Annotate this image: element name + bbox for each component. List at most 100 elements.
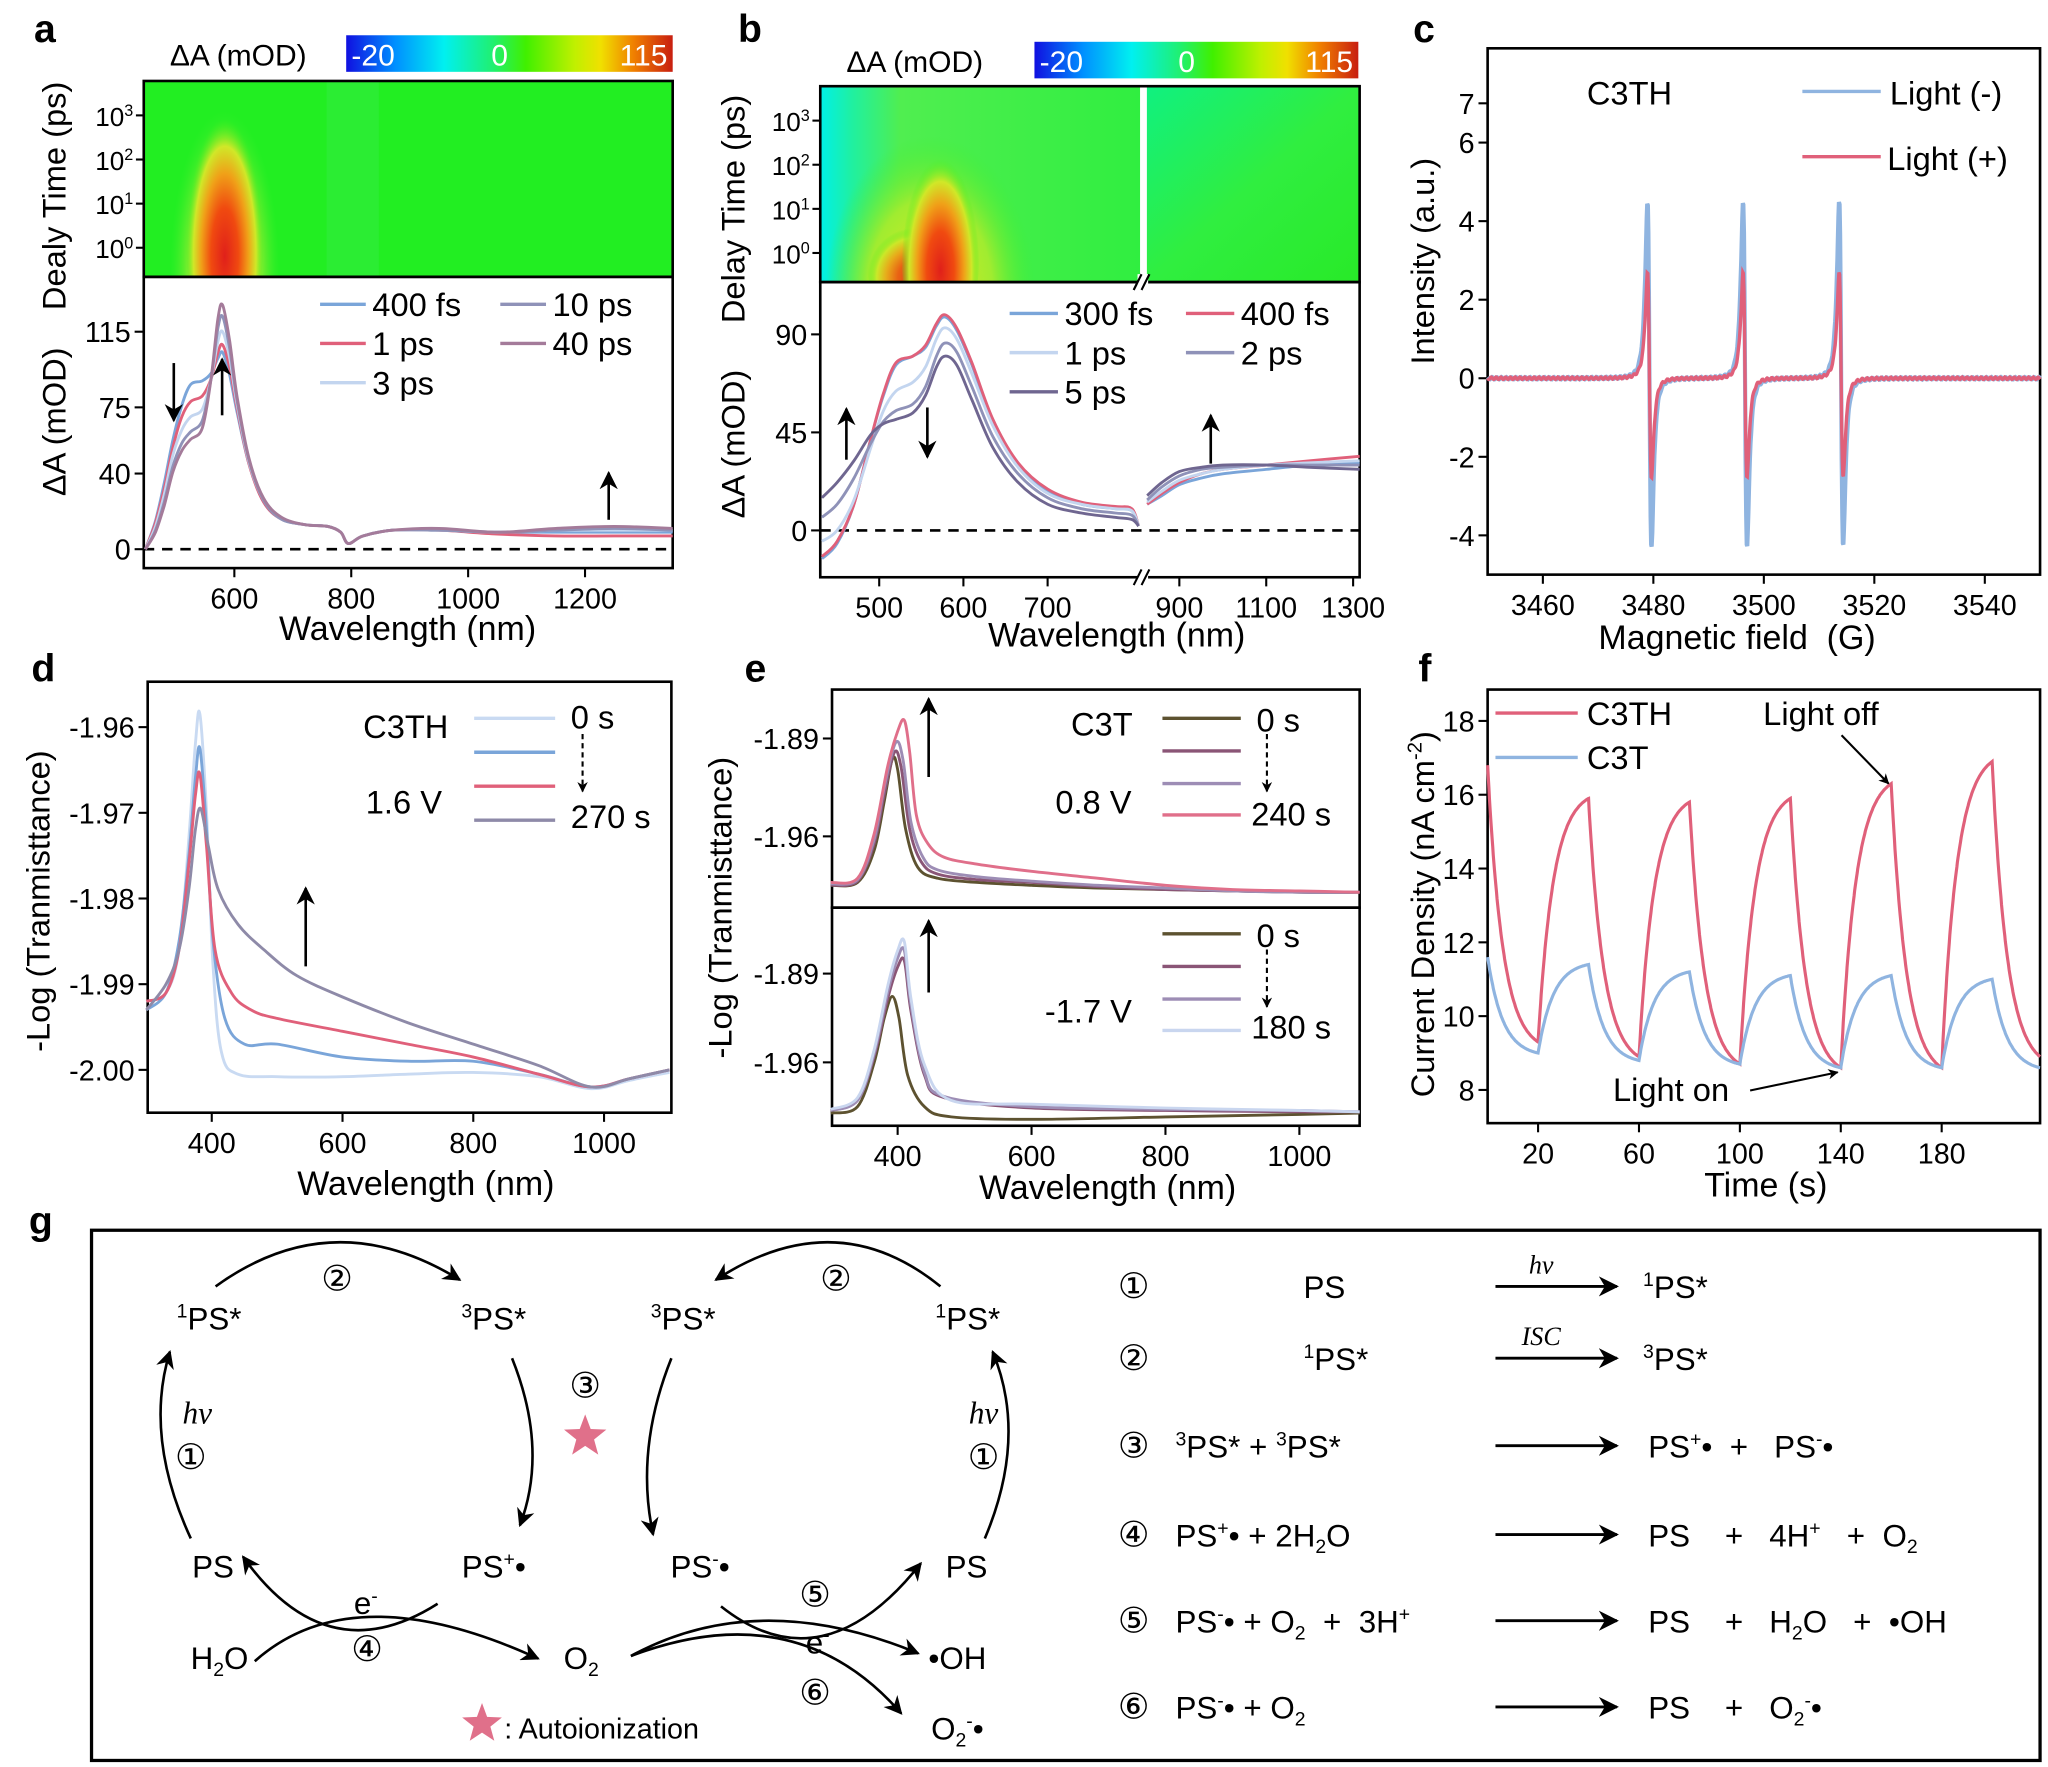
- text-segment: 10: [772, 151, 801, 181]
- colorbar-mid: 0: [1178, 46, 1195, 79]
- text-segment: •: [1822, 1429, 1833, 1464]
- y-tick-label: 101: [95, 190, 133, 220]
- equation-products: PS + H2O + •OH: [1648, 1604, 1947, 1644]
- text-segment: -: [712, 1549, 718, 1571]
- colorbar-max: 115: [1305, 46, 1353, 79]
- y-tick-label: 115: [85, 317, 131, 349]
- text-segment: PS: [1175, 1518, 1217, 1553]
- scheme-species: 3PS*: [651, 1301, 716, 1337]
- y-tick-label: -1.96: [753, 822, 818, 854]
- step-number: ⑥: [1118, 1687, 1150, 1728]
- y-tick-label: -2.00: [69, 1055, 134, 1087]
- text-segment: 10: [772, 107, 801, 137]
- reaction-arrow: [983, 1350, 1010, 1539]
- voltage-label: 0.8 V: [1055, 784, 1131, 821]
- axis-break-gap: [1137, 274, 1149, 290]
- y-tick-label: 4: [1459, 207, 1475, 239]
- text-segment: hv: [969, 1396, 999, 1431]
- x-tick-label: 400: [874, 1141, 922, 1173]
- series-line-40-ps: [144, 302, 673, 550]
- light-on-arrow: [1749, 1069, 1839, 1092]
- scheme-species: e-: [354, 1585, 378, 1621]
- legend-label: 10 ps: [553, 286, 633, 323]
- series-line-270-s: [145, 806, 670, 1089]
- y-axis-label: Dealy Time (ps): [35, 82, 72, 310]
- plot-frame: [1486, 47, 2042, 576]
- text-segment: PS: [462, 1550, 504, 1585]
- step-number: ⑤: [1118, 1600, 1150, 1641]
- x-tick-label: 3500: [1732, 590, 1796, 622]
- legend-label: 2 ps: [1241, 334, 1303, 371]
- x-tick-label: 500: [855, 593, 903, 625]
- scheme-species: O2-•: [931, 1711, 984, 1752]
- text-segment: O: [931, 1712, 955, 1747]
- scheme-species: H2O: [191, 1641, 249, 1681]
- sample-label: C3TH: [1587, 74, 1672, 111]
- x-tick-label: 1000: [436, 584, 500, 616]
- text-segment: PS*: [187, 1301, 241, 1336]
- text-segment: 1: [177, 1301, 188, 1323]
- series-line-400-fs: [820, 313, 1140, 558]
- step-number: ④: [1118, 1514, 1150, 1555]
- text-segment: 1: [1643, 1269, 1654, 1291]
- text-segment: PS: [1648, 1429, 1690, 1464]
- y-tick-label: 8: [1459, 1075, 1475, 1107]
- text-segment: -: [371, 1585, 377, 1607]
- x-axis-label: Wavelength (nm): [279, 610, 536, 648]
- text-segment: 2: [1794, 1709, 1805, 1731]
- x-tick-label: 60: [1623, 1139, 1655, 1171]
- step-number: ①: [175, 1437, 207, 1478]
- text-segment: 10: [95, 234, 124, 264]
- text-segment: O: [1326, 1518, 1350, 1553]
- scheme-species: PS-•: [670, 1549, 729, 1585]
- panel-letter: e: [745, 648, 767, 691]
- reaction-arrow: [214, 1240, 462, 1288]
- equation-products: 1PS*: [1643, 1269, 1708, 1305]
- scheme-species: 3PS*: [461, 1301, 526, 1337]
- light-off-arrow: [1840, 734, 1890, 785]
- series-line-trace-2: [145, 770, 670, 1089]
- sample-label: C3TH: [363, 708, 448, 745]
- x-tick-label: 600: [1008, 1141, 1056, 1173]
- legend-label: 180 s: [1251, 1008, 1331, 1045]
- y-tick-label: 10: [1443, 1002, 1475, 1034]
- heatmap-peak: [901, 137, 980, 283]
- step-number: ⑤: [799, 1574, 831, 1615]
- series-line-0-s: [145, 709, 670, 1091]
- reaction-arrow: [640, 1357, 673, 1537]
- text-segment: O + •OH: [1803, 1604, 1947, 1639]
- text-segment: 3: [801, 107, 810, 125]
- equation-reactants: PS-• + O2: [1175, 1690, 1305, 1731]
- step-number: ④: [351, 1629, 383, 1670]
- text-segment: + 3H: [1306, 1604, 1399, 1639]
- series-line-180-s: [830, 937, 1360, 1114]
- y-tick-label: -1.96: [753, 1048, 818, 1080]
- y-tick-label: 2: [1459, 285, 1475, 317]
- panel-letter: d: [31, 648, 55, 691]
- x-tick-label: 600: [939, 593, 987, 625]
- colorbar-label: ΔA (mOD): [170, 39, 307, 72]
- text-segment: PS*: [662, 1301, 716, 1336]
- text-segment: 0: [801, 239, 810, 257]
- text-segment: +: [1217, 1517, 1228, 1539]
- text-segment: 2: [1295, 1709, 1306, 1731]
- text-segment: PS*: [946, 1301, 1000, 1336]
- x-tick-label: 1000: [1267, 1141, 1331, 1173]
- text-segment: +: [1399, 1604, 1410, 1626]
- text-segment: PS: [1303, 1270, 1345, 1305]
- text-segment: • + 2H: [1229, 1518, 1316, 1553]
- text-segment: 2: [1315, 1536, 1326, 1558]
- text-segment: 10: [772, 239, 801, 269]
- plot-frame: [142, 275, 674, 570]
- legend-label: 270 s: [571, 798, 651, 835]
- series-line-5-ps: [1146, 463, 1360, 497]
- voltage-label: -1.7 V: [1045, 993, 1132, 1030]
- equation-reactants: PS-• + O2 + 3H+: [1175, 1604, 1410, 1645]
- star-icon: [462, 1703, 502, 1741]
- y-tick-label: 101: [772, 195, 810, 225]
- text-segment: 1: [124, 190, 133, 208]
- text-segment: O: [224, 1641, 248, 1676]
- y-tick-label: 16: [1443, 780, 1475, 812]
- text-segment: -: [1217, 1604, 1223, 1626]
